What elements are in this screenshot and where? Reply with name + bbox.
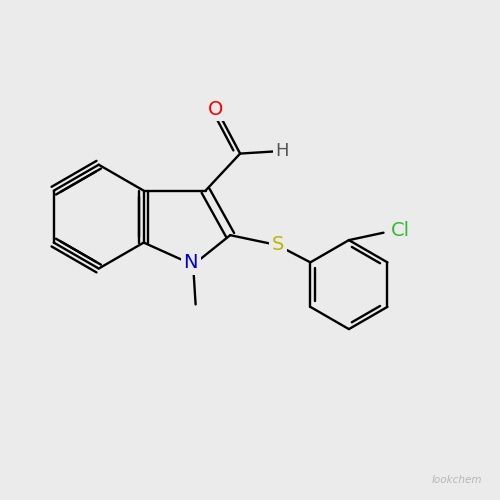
Text: lookchem: lookchem	[432, 475, 482, 485]
Text: N: N	[184, 253, 198, 272]
Text: S: S	[272, 234, 284, 254]
Text: O: O	[208, 100, 223, 118]
Text: H: H	[276, 142, 289, 160]
Text: Cl: Cl	[391, 220, 410, 240]
